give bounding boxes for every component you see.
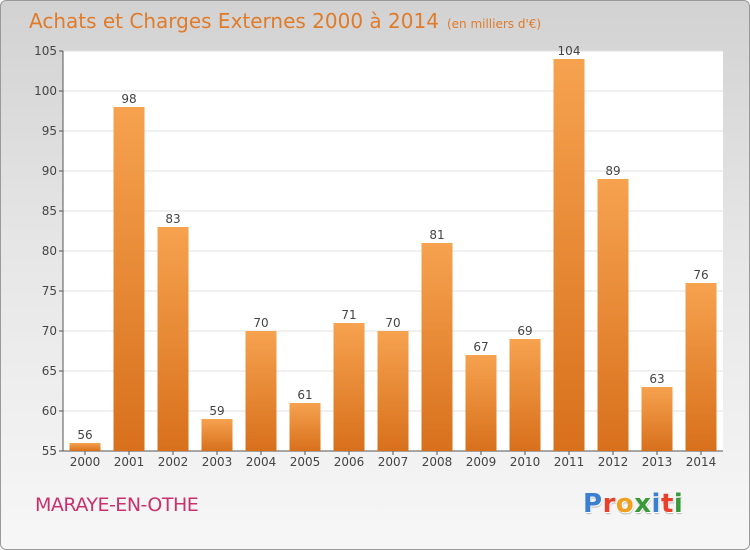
x-tick-label: 2000 xyxy=(70,455,101,469)
x-tick-label: 2002 xyxy=(158,455,189,469)
y-tick-label: 100 xyxy=(34,84,57,98)
bar-value-label: 59 xyxy=(209,404,224,418)
x-tick-label: 2007 xyxy=(378,455,409,469)
x-tick-label: 2003 xyxy=(202,455,233,469)
bar-value-label: 67 xyxy=(473,340,488,354)
x-tick-label: 2013 xyxy=(642,455,673,469)
bar xyxy=(245,331,277,451)
bar xyxy=(465,355,497,451)
proxiti-logo: Proxiti xyxy=(583,489,683,519)
logo-letter: t xyxy=(660,489,674,519)
logo-letter: i xyxy=(651,489,661,519)
bar-value-label: 71 xyxy=(341,308,356,322)
bar xyxy=(333,323,365,451)
x-tick-label: 2006 xyxy=(334,455,365,469)
y-tick-label: 95 xyxy=(42,124,57,138)
bar-value-label: 83 xyxy=(165,212,180,226)
y-tick-label: 55 xyxy=(42,444,57,458)
bar xyxy=(113,107,145,451)
x-tick-label: 2001 xyxy=(114,455,145,469)
y-tick-label: 60 xyxy=(42,404,57,418)
x-tick-label: 2004 xyxy=(246,455,277,469)
bar xyxy=(641,387,673,451)
y-tick-label: 80 xyxy=(42,244,57,258)
chart-title-main: Achats et Charges Externes 2000 à 2014 xyxy=(29,9,439,33)
logo-letter: r xyxy=(602,489,616,519)
bar-value-label: 70 xyxy=(385,316,400,330)
y-tick-label: 85 xyxy=(42,204,57,218)
y-tick-label: 75 xyxy=(42,284,57,298)
x-tick-label: 2014 xyxy=(686,455,717,469)
bar-value-label: 76 xyxy=(693,268,708,282)
x-tick-label: 2005 xyxy=(290,455,321,469)
bar xyxy=(685,283,717,451)
y-tick-label: 70 xyxy=(42,324,57,338)
bar xyxy=(201,419,233,451)
logo-letter: i xyxy=(673,489,684,519)
bar-value-label: 70 xyxy=(253,316,268,330)
x-tick-label: 2012 xyxy=(598,455,629,469)
bar-value-label: 69 xyxy=(517,324,532,338)
commune-name: MARAYE-EN-OTHE xyxy=(35,494,199,516)
bar-value-label: 61 xyxy=(297,388,312,402)
bar-value-label: 63 xyxy=(649,372,664,386)
bar xyxy=(377,331,409,451)
bar xyxy=(509,339,541,451)
bar xyxy=(69,443,101,451)
bar xyxy=(553,59,585,451)
bar xyxy=(597,179,629,451)
chart-title-unit: (en milliers d'€) xyxy=(446,17,542,31)
logo-letter: x xyxy=(634,489,652,519)
y-tick-label: 65 xyxy=(42,364,57,378)
logo-letter: P xyxy=(583,489,603,519)
bar-value-label: 104 xyxy=(558,44,581,58)
bar-value-label: 98 xyxy=(121,92,136,106)
bar-value-label: 81 xyxy=(429,228,444,242)
y-tick-label: 105 xyxy=(34,44,57,58)
bar-value-label: 56 xyxy=(77,428,92,442)
x-tick-label: 2010 xyxy=(510,455,541,469)
bar-value-label: 89 xyxy=(605,164,620,178)
chart-title: Achats et Charges Externes 2000 à 2014 (e… xyxy=(29,9,541,33)
x-tick-label: 2009 xyxy=(466,455,497,469)
bar xyxy=(289,403,321,451)
y-tick-label: 90 xyxy=(42,164,57,178)
bar xyxy=(157,227,189,451)
bar xyxy=(421,243,453,451)
x-tick-label: 2008 xyxy=(422,455,453,469)
logo-letter: o xyxy=(615,489,635,519)
x-tick-label: 2011 xyxy=(554,455,585,469)
